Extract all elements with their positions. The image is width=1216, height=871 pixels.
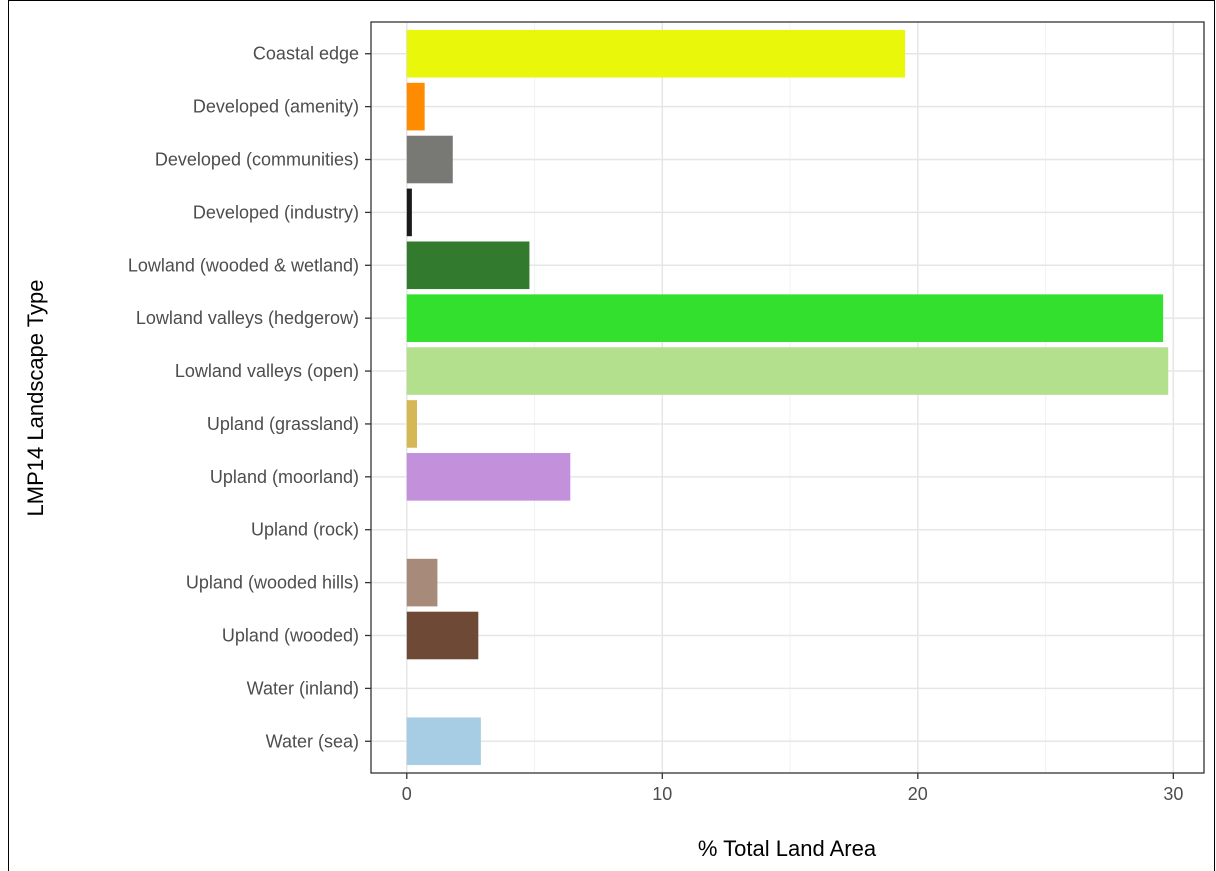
x-tick-label: 10 [652, 784, 672, 804]
y-axis: Coastal edge Developed (amenity) Developed… [128, 44, 371, 751]
y-tick-label: Upland (grassland) [207, 414, 359, 434]
bar [406, 453, 571, 501]
x-tick-label: 0 [402, 784, 412, 804]
plot-border [370, 21, 1205, 774]
bar [406, 294, 1164, 342]
y-tick-label: Water (sea) [266, 731, 359, 751]
bar [406, 135, 453, 184]
bars [406, 29, 1169, 766]
y-tick-label: Lowland valleys (hedgerow) [136, 308, 359, 328]
y-tick-label: Developed (industry) [193, 202, 359, 222]
figure-frame [8, 0, 1215, 871]
bar [406, 241, 530, 290]
y-axis-title: LMP14 Landscape Type [23, 280, 48, 517]
bar [406, 82, 425, 131]
y-tick-label: Developed (communities) [155, 150, 359, 170]
y-tick-label: Water (inland) [247, 678, 359, 698]
y-tick-label: Developed (amenity) [193, 97, 359, 117]
bar [406, 558, 438, 607]
y-tick-label: Upland (moorland) [210, 467, 359, 487]
bar [406, 29, 906, 78]
bar [406, 717, 481, 766]
bar [406, 347, 1169, 395]
y-tick-label: Coastal edge [253, 44, 359, 64]
y-tick-label: Upland (wooded hills) [186, 573, 359, 593]
y-tick-label: Lowland (wooded & wetland) [128, 255, 359, 275]
plot-panel [371, 22, 1204, 773]
x-axis: 0 10 20 30 [402, 773, 1183, 804]
x-axis-title: % Total Land Area [698, 836, 877, 861]
bar [406, 400, 417, 448]
y-tick-label: Lowland valleys (open) [175, 361, 359, 381]
y-tick-label: Upland (rock) [251, 520, 359, 540]
bar [406, 611, 479, 660]
x-tick-label: 20 [908, 784, 928, 804]
y-tick-label: Upland (wooded) [222, 625, 359, 645]
x-tick-label: 30 [1163, 784, 1183, 804]
bar [406, 188, 412, 237]
